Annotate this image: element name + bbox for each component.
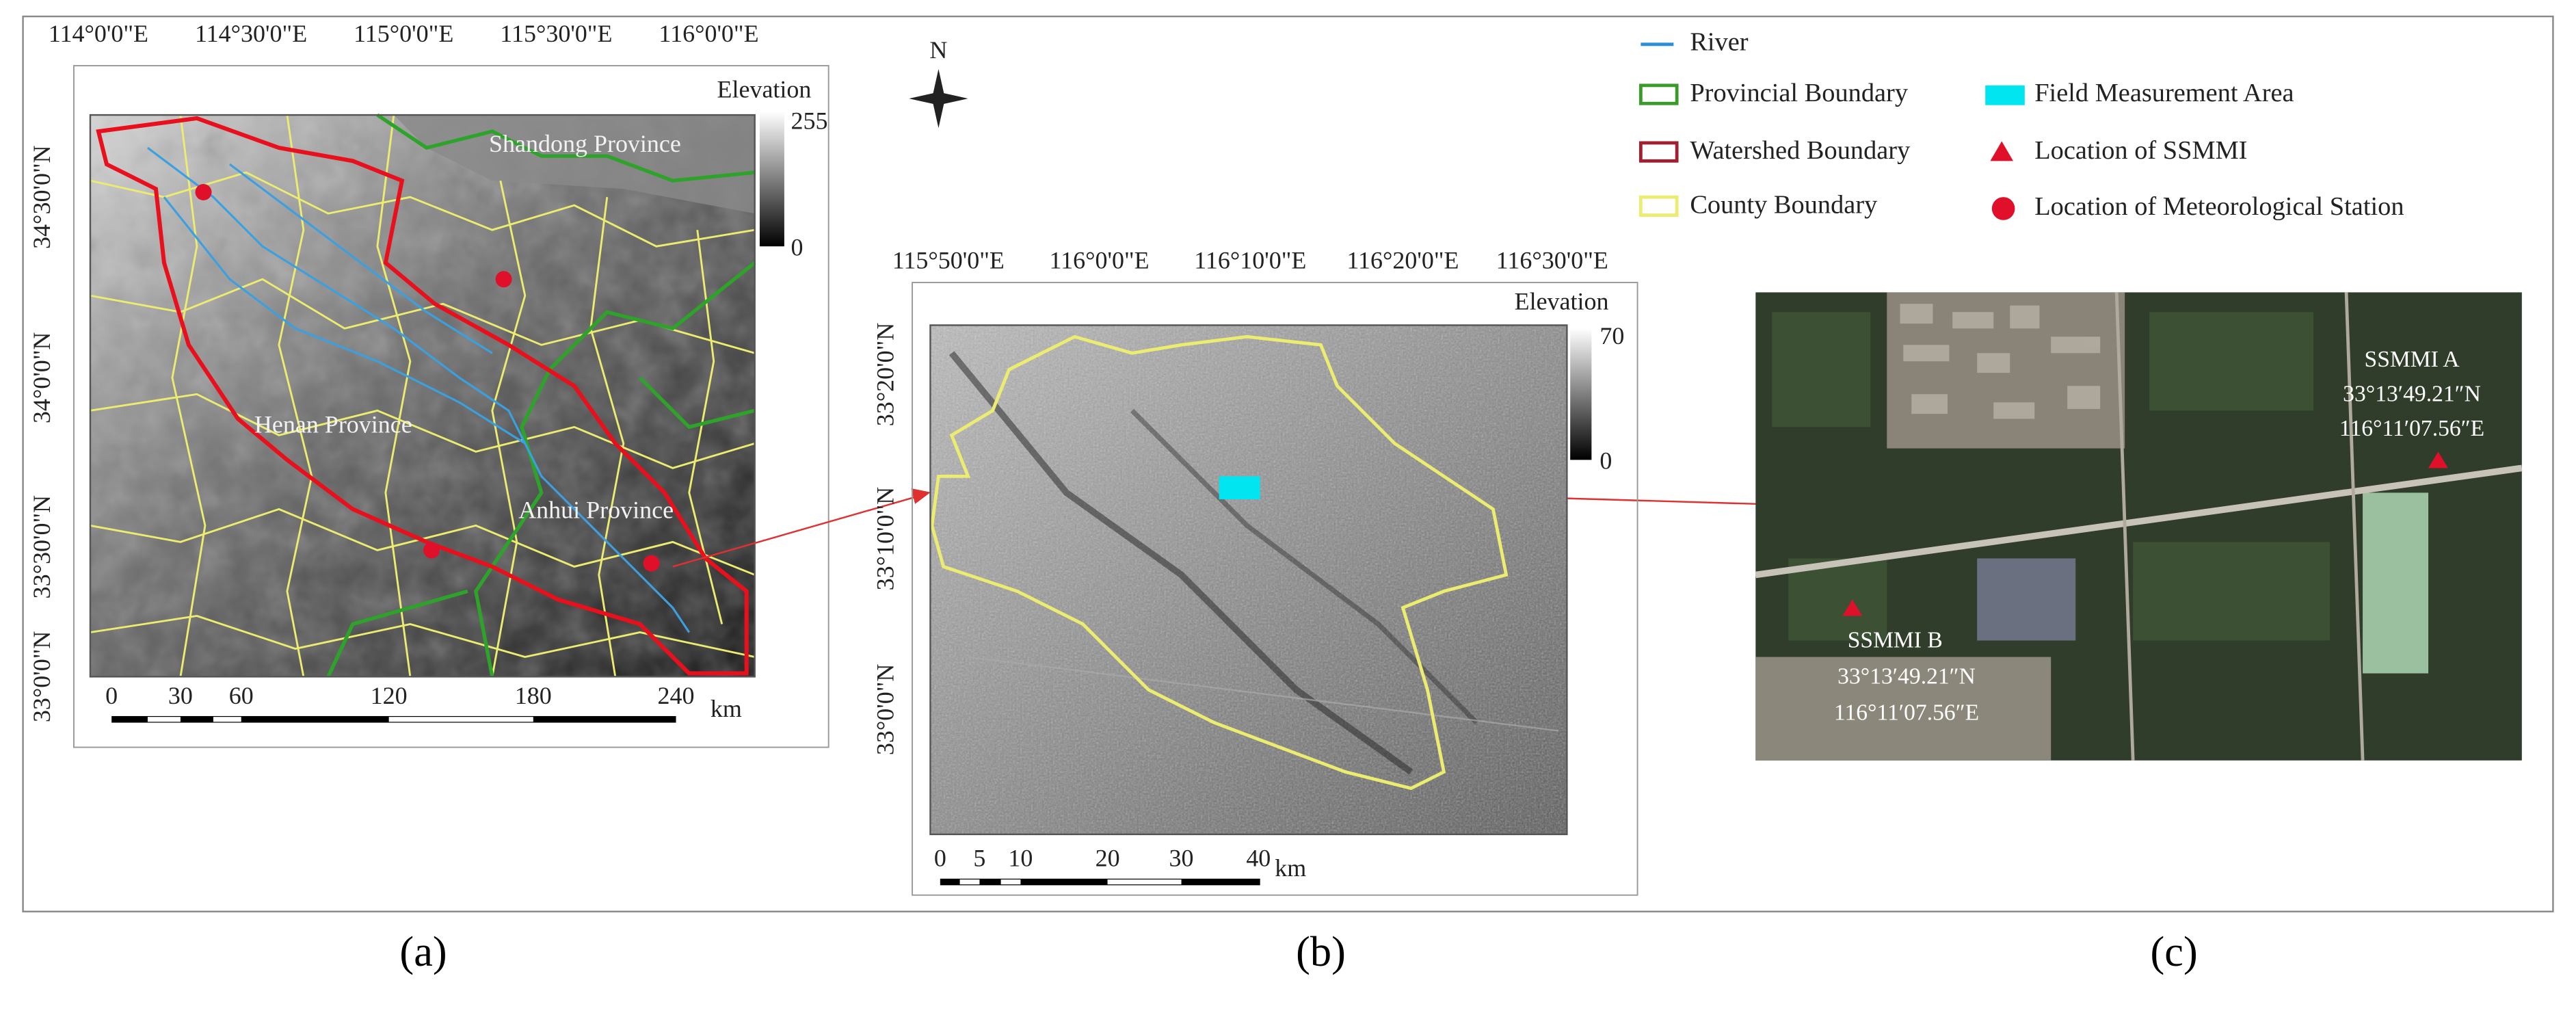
panel-b: Elevation 70 0 115°50'0"E 116°0'0"E 116°… bbox=[871, 246, 1638, 975]
top-tick: 114°30'0"E bbox=[195, 20, 307, 47]
elevation-title: Elevation bbox=[1515, 287, 1609, 315]
station bbox=[643, 555, 660, 572]
left-tick: 33°30'0"N bbox=[28, 495, 55, 599]
left-tick: 34°0'0"N bbox=[28, 332, 55, 423]
elevation-min: 0 bbox=[1599, 447, 1612, 474]
scale-label: 20 bbox=[1096, 845, 1120, 872]
site-lon: 116°11′07.56″E bbox=[1834, 700, 1979, 725]
legend-field-area bbox=[1985, 85, 2025, 105]
scale-unit: km bbox=[711, 695, 742, 722]
top-tick: 116°30'0"E bbox=[1496, 246, 1608, 274]
province-label: Anhui Province bbox=[518, 496, 674, 523]
scale-unit: km bbox=[1275, 854, 1306, 882]
site-name: SSMMI A bbox=[2365, 347, 2460, 372]
elevation-title: Elevation bbox=[717, 76, 812, 103]
scale-bar bbox=[111, 715, 676, 723]
province-label: Shandong Province bbox=[489, 130, 681, 157]
scale-label: 30 bbox=[168, 682, 193, 709]
legend: River Provincial Boundary Watershed Boun… bbox=[1638, 28, 2404, 221]
top-tick: 115°50'0"E bbox=[892, 246, 1005, 274]
panel-a: Shandong Province Henan Province Anhui P… bbox=[28, 20, 829, 975]
left-tick: 33°0'0"N bbox=[28, 631, 55, 723]
station bbox=[195, 183, 212, 200]
station bbox=[423, 542, 440, 559]
north-arrow: N bbox=[909, 36, 968, 129]
county-boundaries bbox=[90, 114, 756, 677]
north-label: N bbox=[929, 36, 947, 64]
scale-label: 40 bbox=[1246, 845, 1271, 872]
legend-station bbox=[1991, 197, 2015, 220]
elevation-max: 70 bbox=[1599, 322, 1624, 350]
legend-label: County Boundary bbox=[1690, 190, 1878, 219]
colorbar-b bbox=[1570, 328, 1592, 460]
scale-label: 180 bbox=[515, 682, 552, 709]
legend-label: Location of SSMMI bbox=[2034, 136, 2247, 165]
scale-label: 240 bbox=[658, 682, 695, 709]
scale-label: 10 bbox=[1008, 845, 1033, 872]
rivers bbox=[147, 146, 691, 633]
caption: (b) bbox=[1296, 928, 1346, 975]
ssmmi-a bbox=[2428, 451, 2448, 469]
legend-label: Provincial Boundary bbox=[1690, 79, 1908, 107]
legend-label: Field Measurement Area bbox=[2034, 79, 2294, 107]
watershed-boundary bbox=[96, 116, 749, 676]
legend-ssmmi bbox=[1990, 141, 2014, 161]
legend-label: Watershed Boundary bbox=[1690, 136, 1911, 165]
caption: (c) bbox=[2151, 928, 2198, 975]
top-tick: 116°0'0"E bbox=[1049, 246, 1149, 274]
top-tick: 116°10'0"E bbox=[1194, 246, 1306, 274]
top-tick: 115°0'0"E bbox=[354, 20, 453, 47]
scale-label: 120 bbox=[371, 682, 408, 709]
top-tick: 115°30'0"E bbox=[500, 20, 612, 47]
top-tick: 114°0'0"E bbox=[49, 20, 148, 47]
scale-label: 0 bbox=[105, 682, 118, 709]
station bbox=[495, 271, 512, 288]
top-tick: 116°20'0"E bbox=[1346, 246, 1459, 274]
scale-label: 5 bbox=[973, 845, 985, 872]
watershed-outline bbox=[930, 334, 1509, 791]
legend-label: Location of Meteorological Station bbox=[2034, 192, 2404, 221]
scale-bar bbox=[940, 878, 1260, 886]
legend-watershed bbox=[1638, 141, 1679, 163]
colorbar-a bbox=[759, 111, 784, 247]
left-tick: 33°10'0"N bbox=[871, 487, 899, 591]
elevation-min: 0 bbox=[791, 233, 803, 261]
province-label: Henan Province bbox=[254, 411, 412, 438]
provincial-boundaries bbox=[326, 113, 756, 678]
legend-province bbox=[1638, 83, 1679, 105]
panel-c: SSMMI A 33°13′49.21″N 116°11′07.56″E SSM… bbox=[1755, 292, 2523, 975]
field-area bbox=[1219, 476, 1260, 499]
left-tick: 34°30'0"N bbox=[28, 145, 55, 249]
left-tick: 33°20'0"N bbox=[871, 323, 899, 427]
site-name: SSMMI B bbox=[1848, 628, 1943, 653]
site-lon: 116°11′07.56″E bbox=[2339, 416, 2484, 441]
left-tick: 33°0'0"N bbox=[871, 664, 899, 756]
legend-label: River bbox=[1690, 28, 1748, 57]
ssmmi-b bbox=[1842, 599, 1863, 616]
top-tick: 116°0'0"E bbox=[659, 20, 758, 47]
scale-label: 30 bbox=[1169, 845, 1194, 872]
legend-county bbox=[1638, 195, 1679, 217]
site-lat: 33°13′49.21″N bbox=[2343, 381, 2481, 406]
scale-label: 60 bbox=[229, 682, 254, 709]
frame bbox=[22, 15, 2554, 912]
scale-label: 0 bbox=[934, 845, 946, 872]
elevation-max: 255 bbox=[791, 107, 827, 134]
caption: (a) bbox=[399, 928, 447, 975]
site-lat: 33°13′49.21″N bbox=[1837, 663, 1976, 689]
